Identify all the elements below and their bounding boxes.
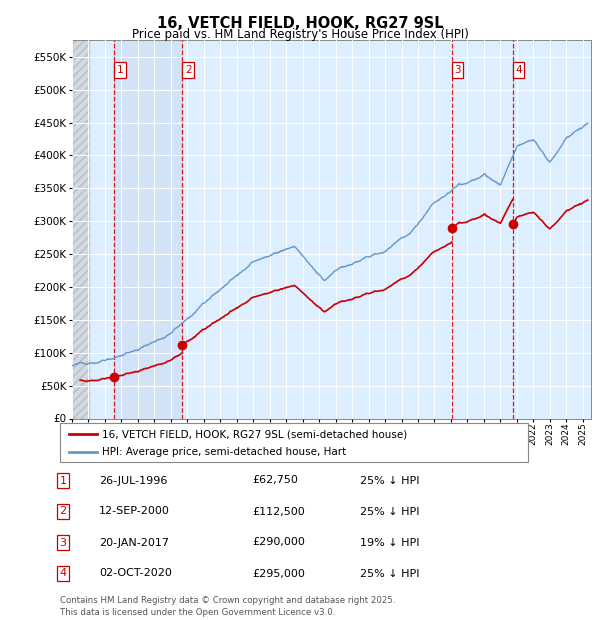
Text: 25% ↓ HPI: 25% ↓ HPI <box>360 507 419 516</box>
Text: 4: 4 <box>59 569 67 578</box>
Text: 12-SEP-2000: 12-SEP-2000 <box>99 507 170 516</box>
Text: 2: 2 <box>185 65 191 75</box>
Text: 25% ↓ HPI: 25% ↓ HPI <box>360 476 419 485</box>
FancyBboxPatch shape <box>60 423 528 462</box>
Text: £290,000: £290,000 <box>252 538 305 547</box>
Text: £295,000: £295,000 <box>252 569 305 578</box>
Text: Contains HM Land Registry data © Crown copyright and database right 2025.
This d: Contains HM Land Registry data © Crown c… <box>60 596 395 617</box>
Text: HPI: Average price, semi-detached house, Hart: HPI: Average price, semi-detached house,… <box>102 447 346 458</box>
Text: 3: 3 <box>454 65 461 75</box>
Text: Price paid vs. HM Land Registry's House Price Index (HPI): Price paid vs. HM Land Registry's House … <box>131 28 469 41</box>
Text: 1: 1 <box>117 65 124 75</box>
Text: £62,750: £62,750 <box>252 476 298 485</box>
Text: 25% ↓ HPI: 25% ↓ HPI <box>360 569 419 578</box>
Text: 19% ↓ HPI: 19% ↓ HPI <box>360 538 419 547</box>
Text: 16, VETCH FIELD, HOOK, RG27 9SL: 16, VETCH FIELD, HOOK, RG27 9SL <box>157 16 443 30</box>
Text: 3: 3 <box>59 538 67 547</box>
Text: 16, VETCH FIELD, HOOK, RG27 9SL (semi-detached house): 16, VETCH FIELD, HOOK, RG27 9SL (semi-de… <box>102 429 407 439</box>
Text: 2: 2 <box>59 507 67 516</box>
Text: 4: 4 <box>515 65 522 75</box>
Text: 1: 1 <box>59 476 67 485</box>
Bar <box>115 40 182 419</box>
Text: 26-JUL-1996: 26-JUL-1996 <box>99 476 167 485</box>
Text: 20-JAN-2017: 20-JAN-2017 <box>99 538 169 547</box>
Text: £112,500: £112,500 <box>252 507 305 516</box>
Text: 02-OCT-2020: 02-OCT-2020 <box>99 569 172 578</box>
